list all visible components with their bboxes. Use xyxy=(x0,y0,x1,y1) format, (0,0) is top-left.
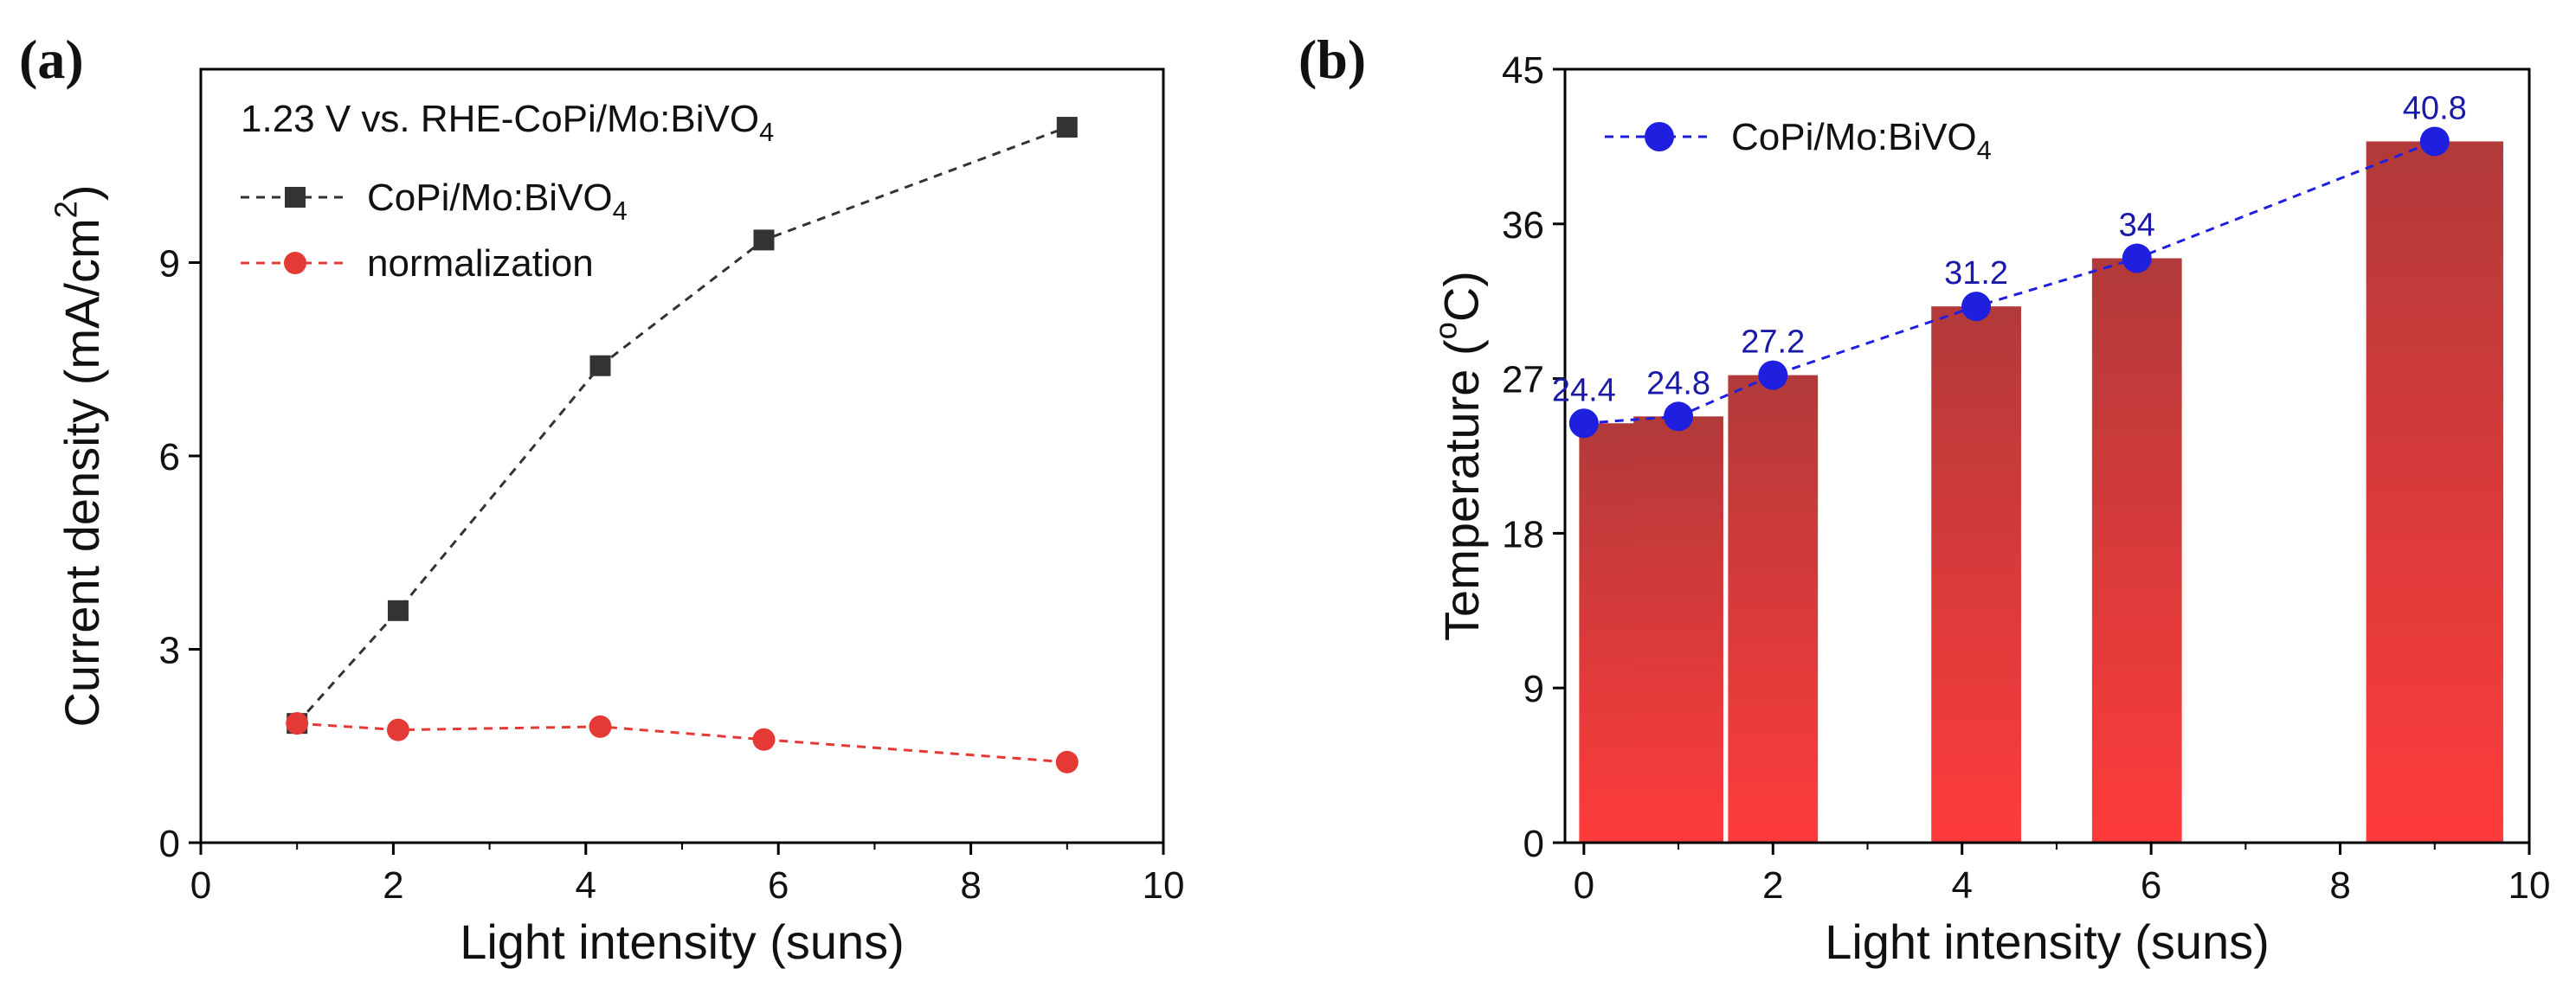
data-point xyxy=(286,712,309,735)
y-tick-label: 9 xyxy=(159,243,180,286)
legend-label: CoPi/Mo:BiVO4 xyxy=(1731,116,1992,165)
plot-frame xyxy=(1563,67,2531,844)
x-axis-title: Light intensity (suns) xyxy=(1825,914,2270,969)
y-tick-label: 3 xyxy=(159,630,180,672)
legend-marker xyxy=(285,187,306,208)
data-point xyxy=(589,355,611,376)
x-tick-label: 6 xyxy=(768,864,789,907)
data-label: 31.2 xyxy=(1944,255,2008,292)
data-point xyxy=(1961,292,1992,322)
data-point xyxy=(1056,117,1078,138)
data-point xyxy=(2122,243,2152,273)
y-axis-title: Temperature (oC) xyxy=(1428,271,1489,641)
y-tick-label: 0 xyxy=(159,823,180,865)
bar xyxy=(1728,375,1819,843)
data-point xyxy=(1664,401,1694,432)
data-point xyxy=(386,718,409,741)
x-tick-label: 6 xyxy=(2141,864,2161,907)
panel-label: (b) xyxy=(1298,29,1366,90)
data-point xyxy=(1758,360,1788,390)
x-tick-label: 2 xyxy=(1762,864,1783,907)
y-tick-label: 6 xyxy=(159,436,180,478)
legend-marker xyxy=(284,252,306,274)
data-label: 34 xyxy=(2119,208,2155,244)
x-tick-label: 10 xyxy=(2508,864,2551,907)
legend-label: normalization xyxy=(367,242,594,285)
series-line xyxy=(297,722,1067,764)
bar xyxy=(1931,306,2021,843)
panel-label: (a) xyxy=(19,29,84,90)
legend-marker xyxy=(1645,122,1674,151)
x-tick-label: 8 xyxy=(2329,864,2350,907)
data-point xyxy=(752,728,776,751)
data-point xyxy=(387,600,409,621)
x-tick-label: 0 xyxy=(190,864,211,907)
bar xyxy=(1633,416,1723,843)
y-tick-label: 18 xyxy=(1502,513,1544,555)
y-tick-label: 27 xyxy=(1502,359,1544,401)
data-label: 40.8 xyxy=(2403,90,2467,126)
series-line xyxy=(1583,140,2436,425)
panel-b: (b) 0 2 4 6 8 10 0 9 18 27 36 45 Light intensity (sun… xyxy=(1298,29,2550,969)
bar xyxy=(1579,423,1636,843)
annotation: 1.23 V vs. RHE-CoPi/Mo:BiVO4 xyxy=(241,98,774,147)
data-label: 24.8 xyxy=(1646,365,1710,401)
x-tick-label: 10 xyxy=(1143,864,1185,907)
bar xyxy=(2091,258,2182,843)
x-tick-label: 4 xyxy=(1951,864,1972,907)
y-tick-label: 9 xyxy=(1523,668,1544,710)
legend-label: CoPi/Mo:BiVO4 xyxy=(367,176,628,226)
x-tick-label: 2 xyxy=(383,864,403,907)
data-point xyxy=(753,229,775,251)
panel-a: (a) 0 2 4 6 8 10 0 3 6 9 Light intensity (suns) Curr… xyxy=(19,29,1184,969)
y-axis-title: Current density (mA/cm2) xyxy=(48,184,109,727)
data-label: 27.2 xyxy=(1741,324,1805,361)
data-point xyxy=(589,715,612,738)
x-tick-label: 8 xyxy=(960,864,981,907)
data-point xyxy=(1568,408,1599,439)
data-point xyxy=(1055,750,1079,773)
x-tick-label: 4 xyxy=(576,864,596,907)
bar xyxy=(2366,141,2503,843)
y-tick-label: 0 xyxy=(1523,823,1544,865)
x-axis-title: Light intensity (suns) xyxy=(460,914,905,969)
x-tick-label: 0 xyxy=(1574,864,1594,907)
y-tick-label: 36 xyxy=(1502,204,1544,247)
data-label: 24.4 xyxy=(1552,372,1616,408)
y-tick-label: 45 xyxy=(1502,49,1544,92)
data-point xyxy=(2419,126,2450,157)
